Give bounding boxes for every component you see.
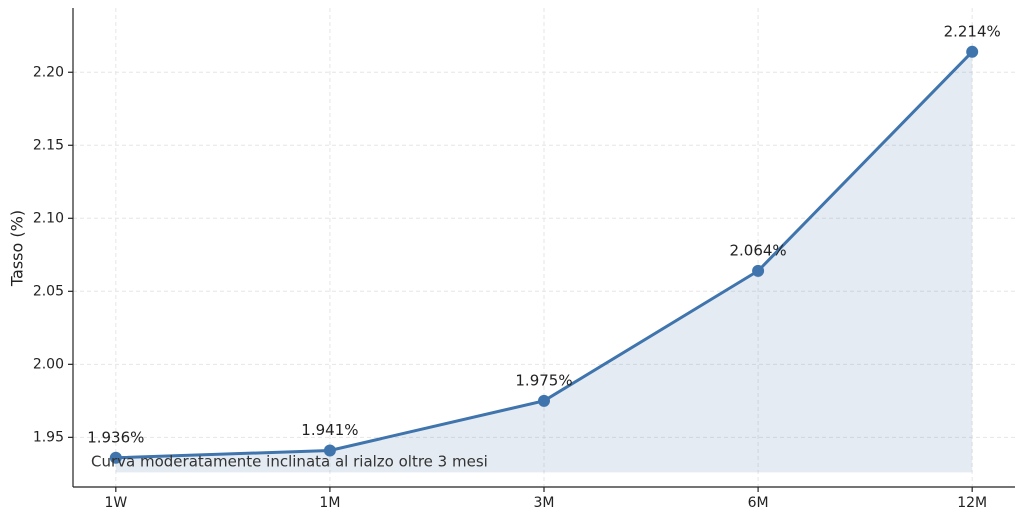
value-label: 2.064% <box>729 241 786 259</box>
point <box>109 451 122 464</box>
value-label: 1.975% <box>515 371 572 389</box>
y-tick-label: 1.95 <box>33 429 64 445</box>
x-tick-label: 1M <box>319 495 340 511</box>
point <box>752 264 765 277</box>
y-tick-label: 2.20 <box>33 64 64 80</box>
point <box>966 45 979 58</box>
y-tick-label: 2.05 <box>33 283 64 299</box>
x-tick-label: 6M <box>748 495 769 511</box>
area-fill <box>115 51 973 473</box>
value-label: 2.214% <box>944 22 1001 40</box>
point <box>323 444 336 457</box>
y-tick-label: 2.00 <box>33 356 64 372</box>
value-label: 1.936% <box>87 428 144 446</box>
y-tick-label: 2.10 <box>33 210 64 226</box>
x-tick-label: 12M <box>957 495 987 511</box>
y-tick-label: 2.15 <box>33 137 64 153</box>
x-tick-label: 1W <box>104 495 127 511</box>
value-label: 1.941% <box>301 421 358 439</box>
annotation: Curva moderatamente inclinata al rialzo … <box>91 453 488 471</box>
y-axis-label: Tasso (%) <box>8 210 27 287</box>
x-tick-label: 3M <box>534 495 555 511</box>
point <box>538 394 550 407</box>
